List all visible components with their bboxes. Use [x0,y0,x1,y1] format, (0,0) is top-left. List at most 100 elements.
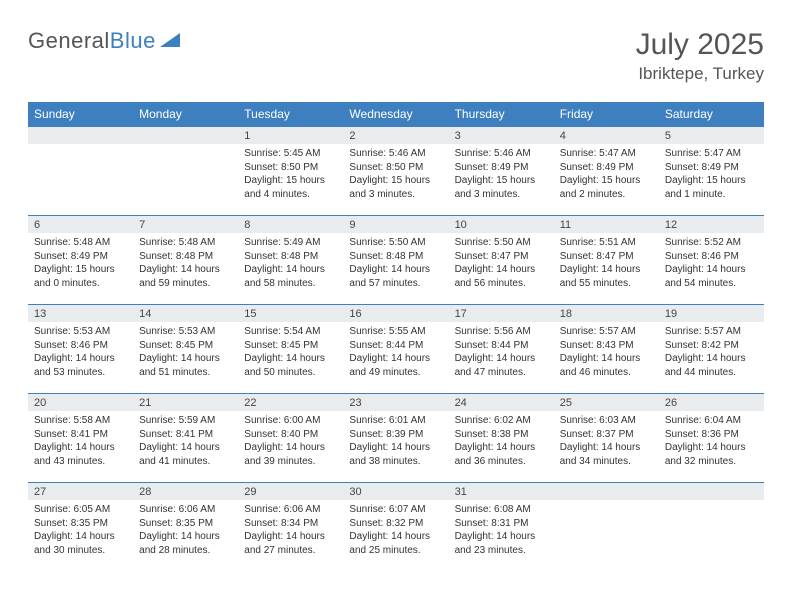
day-cell: Sunrise: 5:55 AM Sunset: 8:44 PM Dayligh… [343,322,448,383]
day-cell: Sunrise: 5:48 AM Sunset: 8:49 PM Dayligh… [28,233,133,294]
day-number [554,483,659,500]
daynum-row: 12345 [28,127,764,144]
day-cell: Sunrise: 5:54 AM Sunset: 8:45 PM Dayligh… [238,322,343,383]
title-block: July 2025 Ibriktepe, Turkey [636,28,764,84]
daynum-row: 6789101112 [28,216,764,233]
day-number: 28 [133,483,238,500]
content-row: Sunrise: 5:53 AM Sunset: 8:46 PM Dayligh… [28,322,764,383]
day-cell: Sunrise: 6:06 AM Sunset: 8:34 PM Dayligh… [238,500,343,561]
weekday-cell: Sunday [28,102,133,126]
logo-word2: Blue [110,28,156,53]
day-cell: Sunrise: 6:02 AM Sunset: 8:38 PM Dayligh… [449,411,554,472]
day-cell [133,144,238,205]
weekday-cell: Friday [554,102,659,126]
day-cell: Sunrise: 5:47 AM Sunset: 8:49 PM Dayligh… [554,144,659,205]
day-number: 26 [659,394,764,411]
calendar-week: 13141516171819Sunrise: 5:53 AM Sunset: 8… [28,304,764,383]
day-cell: Sunrise: 5:49 AM Sunset: 8:48 PM Dayligh… [238,233,343,294]
day-number: 24 [449,394,554,411]
day-number: 21 [133,394,238,411]
day-number: 25 [554,394,659,411]
day-number: 4 [554,127,659,144]
title-month: July 2025 [636,28,764,62]
day-number: 5 [659,127,764,144]
day-number: 22 [238,394,343,411]
calendar: Sunday Monday Tuesday Wednesday Thursday… [28,102,764,561]
day-number: 2 [343,127,448,144]
day-cell: Sunrise: 5:59 AM Sunset: 8:41 PM Dayligh… [133,411,238,472]
day-cell: Sunrise: 6:00 AM Sunset: 8:40 PM Dayligh… [238,411,343,472]
content-row: Sunrise: 5:48 AM Sunset: 8:49 PM Dayligh… [28,233,764,294]
day-cell: Sunrise: 5:46 AM Sunset: 8:50 PM Dayligh… [343,144,448,205]
day-number: 6 [28,216,133,233]
day-number: 31 [449,483,554,500]
day-number: 7 [133,216,238,233]
day-cell: Sunrise: 6:03 AM Sunset: 8:37 PM Dayligh… [554,411,659,472]
day-number: 16 [343,305,448,322]
day-number: 23 [343,394,448,411]
day-cell: Sunrise: 6:08 AM Sunset: 8:31 PM Dayligh… [449,500,554,561]
logo-triangle-icon [160,29,180,47]
day-number: 3 [449,127,554,144]
day-cell: Sunrise: 5:56 AM Sunset: 8:44 PM Dayligh… [449,322,554,383]
day-number: 19 [659,305,764,322]
day-number: 20 [28,394,133,411]
day-cell: Sunrise: 5:58 AM Sunset: 8:41 PM Dayligh… [28,411,133,472]
day-number: 18 [554,305,659,322]
day-cell: Sunrise: 5:52 AM Sunset: 8:46 PM Dayligh… [659,233,764,294]
day-number [133,127,238,144]
day-cell: Sunrise: 5:50 AM Sunset: 8:47 PM Dayligh… [449,233,554,294]
day-cell: Sunrise: 5:48 AM Sunset: 8:48 PM Dayligh… [133,233,238,294]
calendar-week: 6789101112Sunrise: 5:48 AM Sunset: 8:49 … [28,215,764,294]
calendar-week: 20212223242526Sunrise: 5:58 AM Sunset: 8… [28,393,764,472]
day-cell: Sunrise: 6:05 AM Sunset: 8:35 PM Dayligh… [28,500,133,561]
title-location: Ibriktepe, Turkey [636,64,764,84]
day-cell [554,500,659,561]
day-number: 11 [554,216,659,233]
logo-text: GeneralBlue [28,28,156,54]
weekday-cell: Thursday [449,102,554,126]
weekday-cell: Tuesday [238,102,343,126]
weekday-cell: Saturday [659,102,764,126]
header: GeneralBlue July 2025 Ibriktepe, Turkey [28,28,764,84]
day-number: 29 [238,483,343,500]
day-number: 14 [133,305,238,322]
content-row: Sunrise: 6:05 AM Sunset: 8:35 PM Dayligh… [28,500,764,561]
day-number [28,127,133,144]
logo: GeneralBlue [28,28,180,54]
day-cell: Sunrise: 5:47 AM Sunset: 8:49 PM Dayligh… [659,144,764,205]
day-cell [28,144,133,205]
day-number: 10 [449,216,554,233]
day-number: 1 [238,127,343,144]
day-cell: Sunrise: 5:53 AM Sunset: 8:45 PM Dayligh… [133,322,238,383]
day-number: 12 [659,216,764,233]
day-cell: Sunrise: 5:53 AM Sunset: 8:46 PM Dayligh… [28,322,133,383]
day-cell: Sunrise: 6:06 AM Sunset: 8:35 PM Dayligh… [133,500,238,561]
day-cell: Sunrise: 5:51 AM Sunset: 8:47 PM Dayligh… [554,233,659,294]
daynum-row: 20212223242526 [28,394,764,411]
day-cell: Sunrise: 6:07 AM Sunset: 8:32 PM Dayligh… [343,500,448,561]
content-row: Sunrise: 5:45 AM Sunset: 8:50 PM Dayligh… [28,144,764,205]
day-number [659,483,764,500]
day-number: 17 [449,305,554,322]
day-cell [659,500,764,561]
day-number: 13 [28,305,133,322]
logo-word1: General [28,28,110,53]
day-cell: Sunrise: 5:46 AM Sunset: 8:49 PM Dayligh… [449,144,554,205]
day-cell: Sunrise: 6:04 AM Sunset: 8:36 PM Dayligh… [659,411,764,472]
calendar-week: 12345Sunrise: 5:45 AM Sunset: 8:50 PM Da… [28,126,764,205]
day-cell: Sunrise: 5:57 AM Sunset: 8:42 PM Dayligh… [659,322,764,383]
weekday-header: Sunday Monday Tuesday Wednesday Thursday… [28,102,764,126]
daynum-row: 13141516171819 [28,305,764,322]
day-number: 27 [28,483,133,500]
day-cell: Sunrise: 5:45 AM Sunset: 8:50 PM Dayligh… [238,144,343,205]
calendar-week: 2728293031Sunrise: 6:05 AM Sunset: 8:35 … [28,482,764,561]
day-number: 9 [343,216,448,233]
day-cell: Sunrise: 5:50 AM Sunset: 8:48 PM Dayligh… [343,233,448,294]
day-cell: Sunrise: 6:01 AM Sunset: 8:39 PM Dayligh… [343,411,448,472]
day-cell: Sunrise: 5:57 AM Sunset: 8:43 PM Dayligh… [554,322,659,383]
day-number: 8 [238,216,343,233]
day-number: 15 [238,305,343,322]
content-row: Sunrise: 5:58 AM Sunset: 8:41 PM Dayligh… [28,411,764,472]
weekday-cell: Wednesday [343,102,448,126]
